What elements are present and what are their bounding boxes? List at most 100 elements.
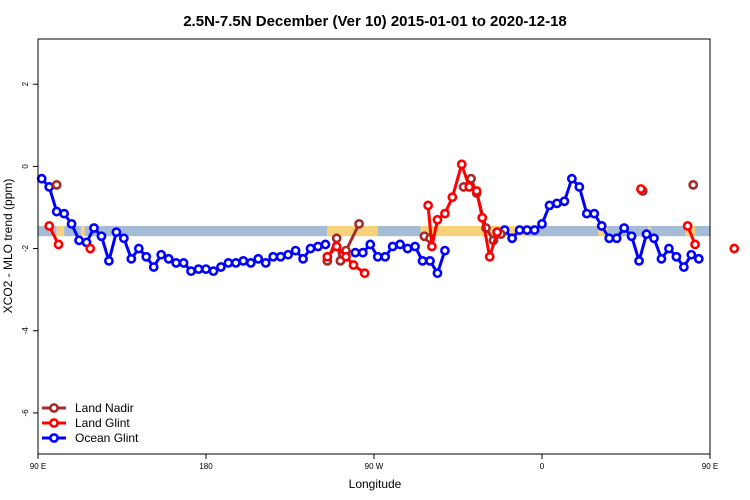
data-point-land-glint [484,251,495,262]
data-point-ocean-glint [201,264,211,274]
data-point-land-glint [440,208,450,219]
legend-item-land-glint: Land Glint [42,416,130,430]
data-point-ocean-glint [514,225,525,235]
data-point-ocean-glint [634,255,644,266]
data-point-ocean-glint [529,225,540,235]
data-point-ocean-glint [216,262,226,272]
data-point-ocean-glint [51,206,62,217]
data-point-ocean-glint [664,243,674,254]
data-point-land-glint [464,182,475,192]
data-point-ocean-glint [678,262,689,272]
band-ocean [377,225,421,237]
data-point-ocean-glint [141,251,152,262]
data-point-ocean-glint [305,243,316,254]
data-point-ocean-glint [596,221,607,231]
data-point-ocean-glint [193,264,204,274]
data-point-land-nadir [354,219,364,229]
data-point-ocean-glint [133,243,144,254]
data-point-ocean-glint [268,251,279,262]
legend-marker [49,418,59,428]
data-point-ocean-glint [581,208,592,219]
data-point-land-glint [432,214,443,225]
data-point-ocean-glint [656,253,667,264]
data-point-ocean-glint [238,255,249,266]
data-point-ocean-glint [686,249,697,260]
data-point-ocean-glint [178,258,189,268]
data-point-ocean-glint [365,239,376,250]
data-point-ocean-glint [566,173,577,184]
data-point-ocean-glint [522,225,532,235]
data-point-ocean-glint [186,266,196,277]
y-axis-label: XCO2 - MLO trend (ppm) [1,179,15,314]
data-point-ocean-glint [66,219,77,229]
legend-marker [49,433,59,443]
data-point-land-glint [331,241,342,252]
data-point-ocean-glint [537,219,547,229]
x-tick-label: 0 [540,462,545,471]
data-point-ocean-glint [410,241,420,252]
data-point-ocean-glint [313,241,323,252]
legend-item-land-nadir: Land Nadir [42,401,134,415]
data-point-land-glint [85,243,96,254]
legend-label: Land Glint [75,416,130,430]
x-axis-label: Longitude [349,477,402,491]
data-point-ocean-glint [372,251,383,262]
data-point-land-nadir [331,233,342,244]
data-point-ocean-glint [290,245,301,256]
data-point-ocean-glint [649,233,659,244]
x-axis-ticks: 90 E 180 90 W 0 90 E [30,454,718,471]
band-ocean [64,225,81,237]
data-point-ocean-glint [104,255,114,266]
data-point-ocean-glint [432,268,443,279]
data-point-ocean-glint [36,173,47,184]
data-point-land-glint [471,186,482,196]
band-ocean [695,225,710,237]
y-tick-label: 0 [21,164,30,169]
data-point-ocean-glint [171,258,182,268]
legend-label: Land Nadir [75,401,134,415]
data-point-ocean-glint [298,253,308,264]
data-point-land-glint [53,239,64,250]
y-tick-label: -2 [21,244,30,252]
data-point-ocean-glint [611,233,622,244]
data-point-ocean-glint [156,249,167,260]
band-ocean [38,225,57,237]
data-point-ocean-glint [544,200,555,211]
band-ocean [650,225,686,237]
data-point-ocean-glint [402,243,413,254]
y-axis-ticks: 2 0 -2 -4 -6 [21,81,38,416]
legend-label: Ocean Glint [75,431,139,445]
data-point-ocean-glint [74,235,84,246]
data-point-land-glint [359,268,370,279]
data-point-ocean-glint [260,258,271,268]
y-tick-label: -6 [21,409,30,417]
band-ocean [84,225,328,237]
series-layer [36,159,740,279]
data-point-ocean-glint [163,253,174,264]
x-tick-label: 90 E [702,462,718,471]
data-point-land-glint [348,260,359,270]
data-point-ocean-glint [275,251,286,262]
data-point-ocean-glint [118,233,129,244]
data-point-ocean-glint [126,253,137,264]
x-tick-label: 90 W [365,462,384,471]
data-point-ocean-glint [350,247,361,258]
data-point-land-glint [492,227,503,238]
data-point-ocean-glint [619,223,630,233]
data-point-ocean-glint [208,266,219,277]
legend-item-ocean-glint: Ocean Glint [42,431,139,445]
data-point-land-glint [447,192,458,203]
data-point-ocean-glint [559,196,570,207]
data-point-ocean-glint [44,182,55,192]
data-point-land-nadir [688,179,699,190]
data-point-ocean-glint [96,231,107,242]
band-land [420,225,528,237]
data-point-ocean-glint [283,249,294,260]
data-point-land-glint [426,241,437,252]
data-point-ocean-glint [387,241,398,252]
data-point-ocean-glint [253,253,264,264]
data-point-ocean-glint [641,229,652,240]
data-point-land-glint [682,221,693,231]
band-land [80,225,85,237]
